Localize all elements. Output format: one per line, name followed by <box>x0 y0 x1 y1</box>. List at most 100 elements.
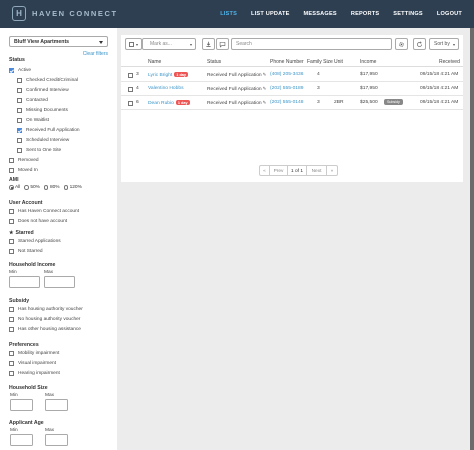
subsidy-checkbox[interactable] <box>9 326 14 332</box>
row-checkbox[interactable] <box>128 72 133 78</box>
subsidy-checkbox[interactable] <box>9 306 14 312</box>
first-page-button[interactable]: « <box>260 166 270 176</box>
substatus-option[interactable]: Sent to One Site <box>17 145 108 155</box>
download-button[interactable] <box>202 38 215 50</box>
preference-option[interactable]: Visual impairment <box>9 358 108 368</box>
user-account-option[interactable]: Does not have account <box>9 216 108 226</box>
last-page-button[interactable]: » <box>330 168 334 174</box>
starred-checkbox[interactable] <box>9 238 14 244</box>
status-cell[interactable]: Received Full Application✎ <box>207 86 266 92</box>
message-button[interactable] <box>216 38 229 50</box>
ami-radio[interactable] <box>43 185 49 190</box>
user-account-checkbox[interactable] <box>9 208 14 214</box>
property-select[interactable]: Bluff View Apartments <box>9 36 108 47</box>
nav-item-lists[interactable]: LISTS <box>220 11 238 17</box>
prev-page-button[interactable]: Prev <box>270 166 288 176</box>
table-row[interactable]: 4 Valentino Hobbs Received Full Applicatio… <box>121 82 463 96</box>
substatus-option[interactable]: Confirmed Interview <box>17 85 108 95</box>
status-checkbox[interactable] <box>9 167 14 173</box>
size-max-input[interactable] <box>45 399 68 411</box>
substatus-checkbox[interactable] <box>17 137 22 143</box>
starred-option[interactable]: Starred Applications <box>9 236 108 246</box>
column-header-family-size[interactable]: Family Size <box>307 59 333 65</box>
sort-by-dropdown[interactable]: Sort by <box>429 38 459 50</box>
substatus-option[interactable]: Received Full Application <box>17 125 108 135</box>
subsidy-option[interactable]: Has housing authority voucher <box>9 304 108 314</box>
nav-item-reports[interactable]: REPORTS <box>350 11 380 17</box>
settings-button[interactable] <box>395 38 408 50</box>
substatus-option[interactable]: Checked Credit/Criminal <box>17 75 108 85</box>
ami-radio[interactable] <box>24 185 29 190</box>
phone-link[interactable]: (202) 555-0148 <box>270 100 304 105</box>
nav-item-settings[interactable]: SETTINGS <box>393 11 423 17</box>
ami-radio[interactable] <box>63 185 69 190</box>
status-checkbox[interactable] <box>9 157 14 163</box>
preference-option[interactable]: Mobility impairment <box>9 348 108 358</box>
select-all-dropdown[interactable] <box>125 38 142 50</box>
substatus-option[interactable]: Contacted <box>17 95 108 105</box>
preference-checkbox[interactable] <box>9 370 14 376</box>
search-input[interactable]: Search <box>231 38 392 50</box>
applicant-name-link[interactable]: Lyric Bright 1 day <box>148 72 188 78</box>
subsidy-option[interactable]: No housing authority voucher <box>9 314 108 324</box>
substatus-option[interactable]: Missing Documents <box>17 105 108 115</box>
table-row[interactable]: 6 Dean Rubio 1 day Received Full Applicatio… <box>121 96 463 110</box>
nav-item-logout[interactable]: LOGOUT <box>436 11 462 17</box>
ami-radio[interactable] <box>9 185 14 190</box>
column-header-name[interactable]: Name <box>148 59 162 65</box>
substatus-checkbox[interactable] <box>17 97 22 103</box>
substatus-checkbox[interactable] <box>17 87 22 93</box>
substatus-option[interactable]: On Waitlist <box>17 115 108 125</box>
nav-item-messages[interactable]: MESSAGES <box>303 11 337 17</box>
row-checkbox[interactable] <box>128 100 133 106</box>
column-header-received[interactable]: Received <box>439 59 460 65</box>
column-header-status[interactable]: Status <box>207 59 222 65</box>
column-header-income[interactable]: Income <box>360 59 377 65</box>
brand-name: HAVEN CONNECT <box>32 9 118 18</box>
pencil-icon[interactable]: ✎ <box>262 86 267 91</box>
pencil-icon[interactable]: ✎ <box>262 100 267 105</box>
applicant-name-link[interactable]: Valentino Hobbs <box>148 86 184 91</box>
brand[interactable]: H HAVEN CONNECT <box>12 6 118 21</box>
substatus-checkbox[interactable] <box>17 117 22 123</box>
substatus-option[interactable]: Scheduled Interview <box>17 135 108 145</box>
starred-checkbox[interactable] <box>9 248 14 254</box>
age-max-input[interactable] <box>45 434 68 446</box>
substatus-checkbox[interactable] <box>17 77 22 83</box>
status-option[interactable]: Removed <box>9 155 108 165</box>
phone-link[interactable]: (408) 205-3436 <box>270 72 304 77</box>
column-header-unit[interactable]: Unit <box>334 59 343 65</box>
preference-option[interactable]: Hearing impairment <box>9 368 108 378</box>
user-account-option[interactable]: Has Haven Connect account <box>9 206 108 216</box>
phone-link[interactable]: (202) 555-0189 <box>270 86 304 91</box>
status-option[interactable]: Moved In <box>9 165 108 175</box>
income-max-input[interactable] <box>44 276 75 288</box>
select-all-checkbox[interactable] <box>128 41 134 47</box>
preference-checkbox[interactable] <box>9 360 14 366</box>
applicant-name-link[interactable]: Dean Rubio 1 day <box>148 100 190 106</box>
preference-checkbox[interactable] <box>9 350 14 356</box>
refresh-button[interactable] <box>413 38 426 50</box>
status-active-option[interactable]: Active <box>9 65 108 75</box>
income-min-input[interactable] <box>9 276 40 288</box>
age-min-input[interactable] <box>10 434 33 446</box>
row-checkbox[interactable] <box>128 86 133 92</box>
column-header-phone[interactable]: Phone Number <box>270 59 304 65</box>
subsidy-checkbox[interactable] <box>9 316 14 322</box>
subsidy-option[interactable]: Has other housing assistance <box>9 324 108 334</box>
user-account-checkbox[interactable] <box>9 218 14 224</box>
substatus-checkbox[interactable] <box>17 147 22 153</box>
substatus-checkbox[interactable] <box>17 107 22 113</box>
status-cell[interactable]: Received Full Application✎ <box>207 100 266 106</box>
starred-option[interactable]: Not Starred <box>9 246 108 256</box>
pencil-icon[interactable]: ✎ <box>262 72 267 77</box>
substatus-checkbox[interactable] <box>17 127 22 133</box>
status-cell[interactable]: Received Full Application✎ <box>207 72 266 78</box>
clear-filters-link[interactable]: Clear filters <box>82 51 108 57</box>
status-active-checkbox[interactable] <box>9 67 14 73</box>
next-page-button[interactable]: Next <box>307 166 327 176</box>
nav-item-list-update[interactable]: LIST UPDATE <box>251 11 290 17</box>
table-row[interactable]: 3 Lyric Bright 1 day Received Full Applicat… <box>121 68 463 82</box>
size-min-input[interactable] <box>10 399 33 411</box>
mark-as-dropdown[interactable]: Mark as... <box>142 38 196 50</box>
